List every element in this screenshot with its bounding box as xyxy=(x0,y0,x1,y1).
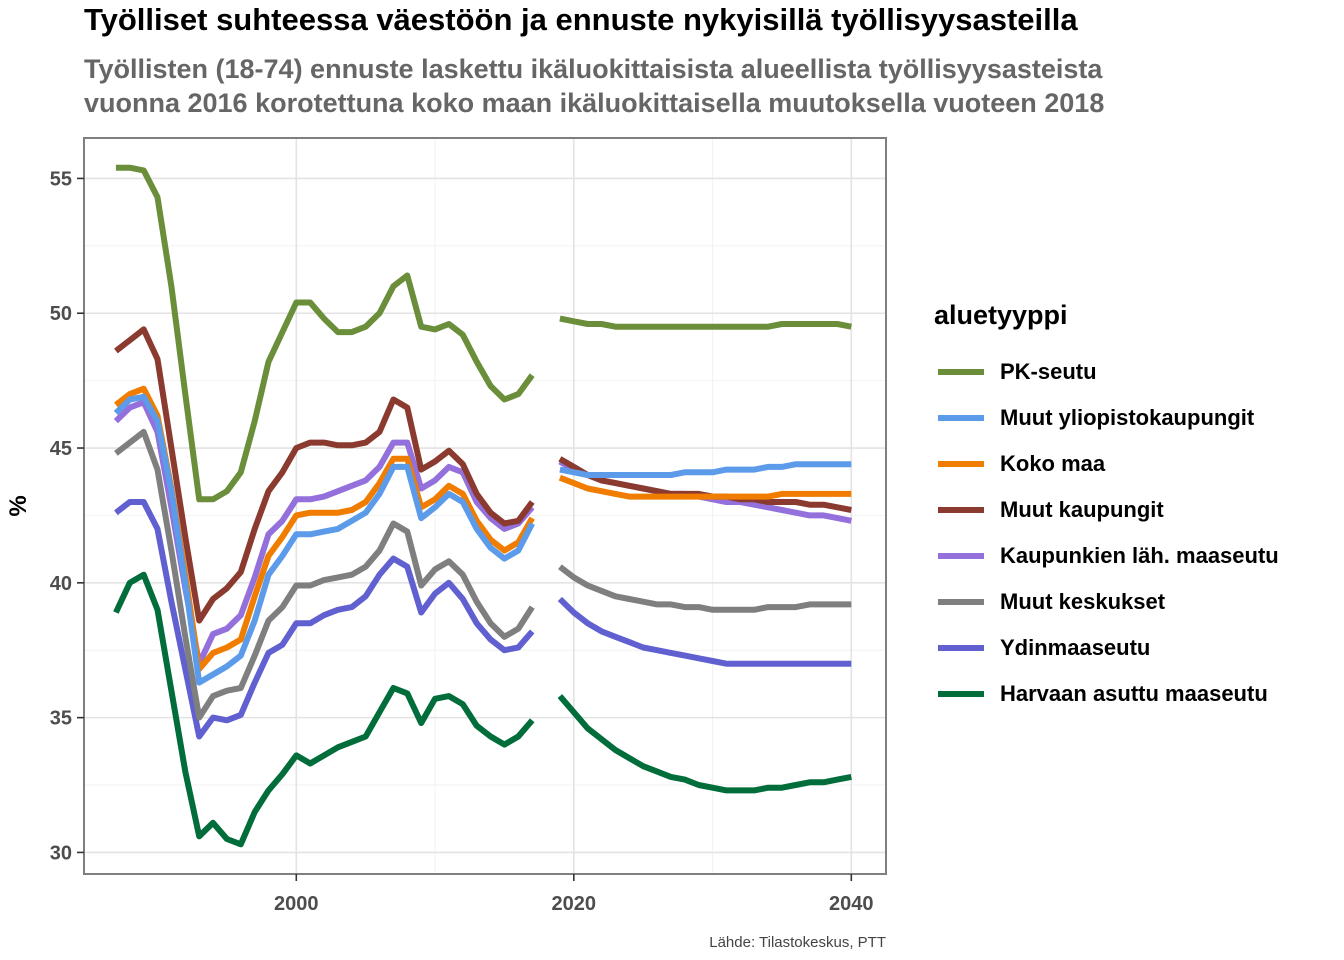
legend-label: Harvaan asuttu maaseutu xyxy=(1000,681,1268,706)
series-line-historical-muut-keskukset xyxy=(114,428,535,721)
series-line-historical-muut-kaupungit xyxy=(114,326,535,624)
legend-key xyxy=(938,507,984,513)
legend-items: PK-seutu Muut yliopistokaupungit Koko maa M… xyxy=(934,349,1279,717)
legend: aluetyyppi PK-seutu Muut yliopistokaupung… xyxy=(934,300,1279,717)
series-line-forecast-koko-maa xyxy=(558,474,852,500)
chart-caption: Lähde: Tilastokeskus, PTT xyxy=(709,934,886,951)
y-tick-label: 55 xyxy=(50,168,72,190)
series-line-historical-muut-yliopistokaupungit xyxy=(113,393,535,686)
legend-key xyxy=(938,645,984,651)
legend-label: PK-seutu xyxy=(1000,359,1097,384)
axis-layer: 30 35 40 45 50 55 2000 2020 2040 xyxy=(50,168,874,915)
legend-label: Muut yliopistokaupungit xyxy=(1000,405,1255,430)
series-line-forecast-muut-keskukset xyxy=(558,564,852,613)
legend-item: Muut keskukset xyxy=(934,579,1279,625)
x-tick-label: 2020 xyxy=(552,893,597,915)
x-tick-label: 2000 xyxy=(274,893,319,915)
x-tick-label: 2040 xyxy=(829,893,874,915)
series-line-historical-ydinmaaseutu xyxy=(114,499,535,740)
series-line-forecast-ydinmaaseutu xyxy=(557,596,852,667)
legend-key xyxy=(938,553,984,559)
legend-item: Muut kaupungit xyxy=(934,487,1279,533)
legend-key xyxy=(938,691,984,697)
legend-label: Muut keskukset xyxy=(1000,589,1166,614)
legend-item: Kaupunkien läh. maaseutu xyxy=(934,533,1279,579)
y-tick-label: 40 xyxy=(50,573,72,595)
series-line-historical-harvaan-asuttu-maaseutu xyxy=(113,571,535,848)
legend-key xyxy=(938,369,984,375)
series-line-forecast-pk-seutu xyxy=(559,315,852,330)
legend-label: Muut kaupungit xyxy=(1000,497,1164,522)
legend-item: Ydinmaaseutu xyxy=(934,625,1279,671)
legend-label: Ydinmaaseutu xyxy=(1000,635,1151,660)
chart-subtitle: Työllisten (18-74) ennuste laskettu ikäl… xyxy=(84,52,1104,120)
legend-key xyxy=(938,415,984,421)
legend-key xyxy=(938,599,984,605)
legend-item: Muut yliopistokaupungit xyxy=(934,395,1279,441)
series-line-forecast-muut-yliopistokaupungit xyxy=(559,461,852,478)
legend-item: Harvaan asuttu maaseutu xyxy=(934,671,1279,717)
panel-border xyxy=(83,137,887,875)
series-line-forecast-harvaan-asuttu-maaseutu xyxy=(557,694,852,794)
subtitle-line-2: vuonna 2016 korotettuna koko maan ikäluo… xyxy=(84,88,1105,118)
y-tick-label: 50 xyxy=(50,303,72,325)
series-line-historical-pk-seutu xyxy=(115,164,535,503)
legend-item: PK-seutu xyxy=(934,349,1279,395)
y-tick-label: 45 xyxy=(50,438,72,460)
series-layer xyxy=(113,164,852,848)
legend-label: Koko maa xyxy=(1000,451,1106,476)
legend-label: Kaupunkien läh. maaseutu xyxy=(1000,543,1279,568)
y-tick-label: 30 xyxy=(50,842,72,864)
legend-title: aluetyyppi xyxy=(934,300,1068,330)
y-axis-title: % xyxy=(5,495,32,516)
y-tick-label: 35 xyxy=(50,708,72,730)
subtitle-line-1: Työllisten (18-74) ennuste laskettu ikäl… xyxy=(84,54,1103,84)
legend-key xyxy=(938,461,984,467)
chart-title: Työlliset suhteessa väestöön ja ennuste … xyxy=(84,2,1078,37)
legend-item: Koko maa xyxy=(934,441,1279,487)
